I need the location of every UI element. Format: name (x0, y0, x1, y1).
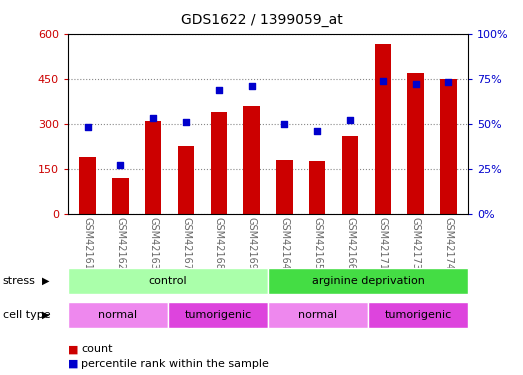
Bar (243, 106, 260, 214)
Text: control: control (149, 276, 187, 286)
Point (182, 119, 190, 125)
Point (412, 81, 420, 87)
Bar (309, 161, 325, 214)
Text: stress: stress (3, 276, 36, 286)
Bar (276, 160, 293, 214)
Text: tumorigenic: tumorigenic (185, 310, 252, 320)
Text: GDS1622 / 1399059_at: GDS1622 / 1399059_at (180, 13, 343, 27)
Point (247, 83, 256, 89)
Text: normal: normal (299, 310, 338, 320)
Bar (440, 79, 457, 214)
Text: tumorigenic: tumorigenic (384, 310, 452, 320)
Bar (342, 136, 358, 214)
Text: ▶: ▶ (42, 310, 49, 320)
Point (214, 87, 223, 93)
Text: count: count (81, 345, 112, 354)
Bar (178, 146, 194, 214)
Bar (79, 157, 96, 214)
Text: arginine deprivation: arginine deprivation (312, 276, 425, 286)
Point (379, 78, 387, 84)
Text: percentile rank within the sample: percentile rank within the sample (81, 359, 269, 369)
Bar (145, 121, 162, 214)
Text: ■: ■ (68, 359, 78, 369)
Point (346, 117, 354, 123)
Point (280, 121, 289, 127)
Point (84, 124, 92, 130)
Bar (211, 112, 227, 214)
Point (149, 116, 157, 122)
Point (444, 80, 452, 86)
Point (116, 162, 124, 168)
Text: ▶: ▶ (42, 276, 49, 286)
Bar (407, 73, 424, 214)
Bar (112, 178, 129, 214)
Bar (374, 44, 391, 214)
Text: cell type: cell type (3, 310, 50, 320)
Text: normal: normal (98, 310, 138, 320)
Text: ■: ■ (68, 345, 78, 354)
Point (313, 128, 322, 134)
